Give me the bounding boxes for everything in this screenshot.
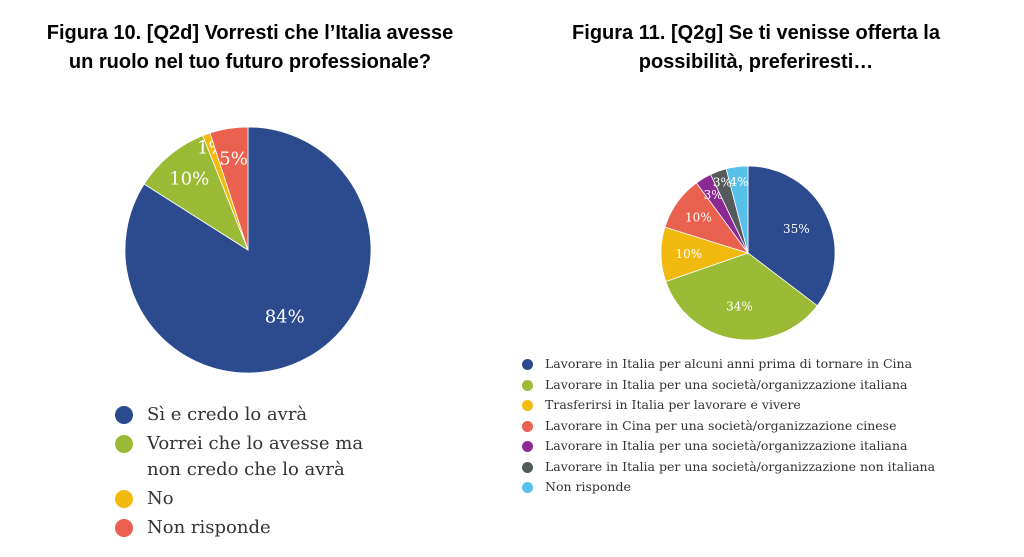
legend-right-item-0: Lavorare in Italia per alcuni anni prima… — [522, 354, 1002, 375]
legend-left-item-2: No — [115, 486, 415, 512]
legend-left-item-3-swatch — [115, 519, 133, 537]
legend-right: Lavorare in Italia per alcuni anni prima… — [522, 354, 1002, 498]
legend-left-item-0: Sì e credo lo avrà — [115, 402, 415, 428]
pie-1-data-label-3: 10% — [685, 211, 712, 225]
legend-right-item-2-swatch — [522, 400, 533, 411]
pie-1-data-label-0: 35% — [783, 222, 810, 236]
legend-left-item-3: Non risponde — [115, 515, 415, 541]
legend-right-item-5: Lavorare in Italia per una società/organ… — [522, 457, 1002, 478]
legend-right-item-4-label: Lavorare in Italia per una società/organ… — [545, 438, 908, 453]
legend-right-item-5-label: Lavorare in Italia per una società/organ… — [545, 458, 936, 474]
legend-left-item-1-swatch — [115, 435, 133, 453]
legend-right-item-4-swatch — [522, 441, 533, 452]
legend-right-item-0-swatch — [522, 359, 533, 370]
pie-0-slice-1 — [143, 135, 249, 251]
legend-right-item-1: Lavorare in Italia per una società/organ… — [522, 375, 1002, 396]
pie-0-data-label-1: 10% — [169, 168, 209, 189]
pie-1-slice-6 — [725, 165, 749, 254]
legend-left-item-1-label: Vorrei che lo avesse ma non credo che lo … — [147, 433, 364, 480]
pie-0-slice-3 — [209, 126, 249, 251]
pie-1-data-label-1: 34% — [726, 299, 753, 313]
legend-left-item-1: Vorrei che lo avesse ma non credo che lo … — [115, 431, 415, 483]
legend-right-item-1-label: Lavorare in Italia per una società/organ… — [545, 376, 908, 392]
legend-left-item-3-label: Non risponde — [147, 517, 271, 538]
legend-right-item-2-label: Trasferirsi in Italia per lavorare e viv… — [545, 397, 801, 412]
legend-right-item-6-swatch — [522, 482, 533, 493]
chart-title-right: Figura 11. [Q2g] Se ti venisse offerta l… — [506, 19, 1006, 77]
legend-right-item-3-label: Lavorare in Cina per una società/organiz… — [545, 417, 897, 433]
legend-left-item-0-label: Sì e credo lo avrà — [147, 404, 308, 425]
legend-right-item-1-swatch — [522, 379, 533, 391]
chart-title-left: Figura 10. [Q2d] Vorresti che l’Italia a… — [0, 19, 500, 77]
legend-right-item-0-label: Lavorare in Italia per alcuni anni prima… — [545, 356, 913, 371]
pie-0-data-label-0: 84% — [265, 306, 305, 327]
pie-1-data-label-6: 4% — [729, 175, 748, 189]
legend-right-item-6: Non risponde — [522, 477, 1002, 498]
pie-1-data-label-5: 3% — [713, 176, 732, 190]
legend-left-item-2-label: No — [147, 488, 174, 509]
pie-0-data-label-3: 5% — [219, 148, 248, 169]
legend-right-item-6-label: Non risponde — [545, 479, 631, 494]
chart-title-left-line-2: un ruolo nel tuo futuro professionale? — [68, 51, 432, 73]
chart-title-right-line-1: Figura 11. [Q2g] Se ti venisse offerta l… — [572, 22, 940, 44]
pie-1-slice-0 — [747, 165, 836, 307]
legend-left-item-2-swatch — [115, 490, 133, 508]
pie-1-slice-1 — [665, 252, 818, 341]
pie-1-data-label-2: 10% — [676, 247, 703, 261]
legend-right-item-3: Lavorare in Cina per una società/organiz… — [522, 416, 1002, 437]
legend-left: Sì e credo lo avrà Vorrei che lo avesse m… — [115, 402, 415, 544]
legend-right-item-4: Lavorare in Italia per una società/organ… — [522, 436, 1002, 457]
legend-right-item-2: Trasferirsi in Italia per lavorare e viv… — [522, 395, 1002, 416]
legend-left-item-0-swatch — [115, 406, 133, 424]
legend-right-item-3-swatch — [522, 420, 533, 432]
legend-right-item-5-swatch — [522, 461, 533, 473]
chart-title-right-line-2: possibilità, preferiresti… — [638, 51, 874, 73]
chart-title-left-line-1: Figura 10. [Q2d] Vorresti che l’Italia a… — [46, 22, 454, 44]
pie-1-data-label-4: 3% — [704, 188, 723, 202]
